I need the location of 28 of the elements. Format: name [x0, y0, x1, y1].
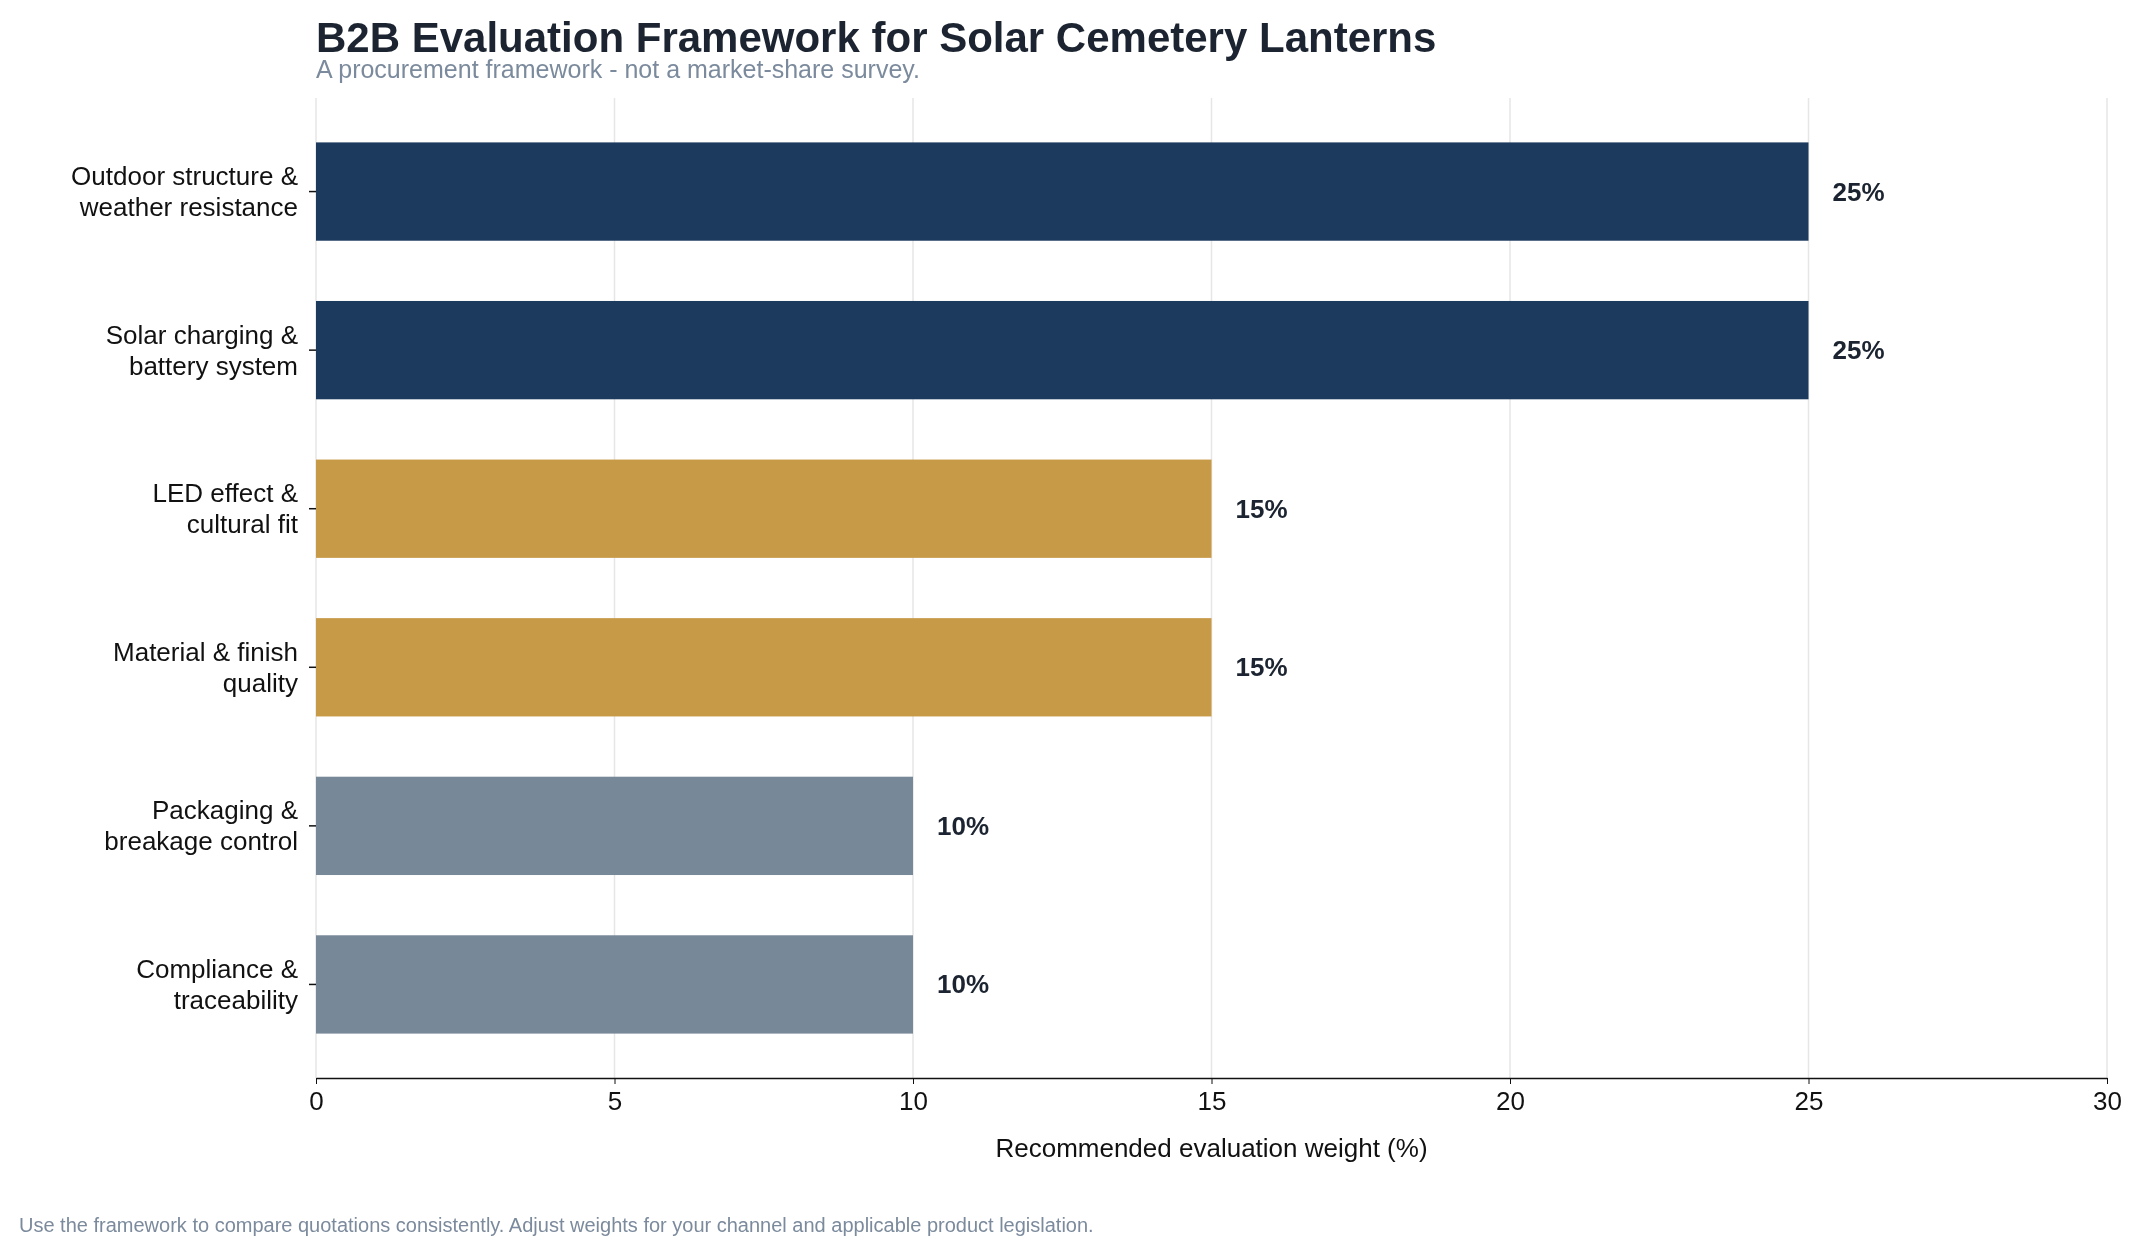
data-label: 10% [937, 810, 990, 841]
x-tick-label: 20 [1496, 1086, 1525, 1117]
y-tick-label: Packaging & breakage control [104, 795, 298, 857]
data-label: 25% [1832, 335, 1885, 366]
x-tick-label: 30 [2093, 1086, 2122, 1117]
y-tick-label: Compliance & traceability [136, 953, 298, 1015]
y-tick-label: Outdoor structure & weather resistance [71, 161, 298, 223]
bar [316, 935, 913, 1034]
bar [316, 142, 1809, 241]
x-axis-title: Recommended evaluation weight (%) [995, 1133, 1428, 1163]
bar [316, 459, 1212, 558]
data-label: 15% [1235, 493, 1288, 524]
chart-subtitle: A procurement framework - not a market-share survey. [316, 55, 920, 83]
y-tick-label: Material & finish quality [113, 636, 298, 698]
x-tick-label: 15 [1197, 1086, 1227, 1117]
data-label: 25% [1832, 176, 1885, 207]
y-tick-label: Solar charging & battery system [105, 319, 298, 381]
x-tick-label: 5 [607, 1086, 623, 1117]
y-tick-label: LED effect & cultural fit [152, 478, 299, 540]
bar [316, 618, 1212, 717]
text: Use the framework to compare quotations consistently. Adjust weights for your channel and applicable product legislation. [19, 1214, 1094, 1236]
x-tick-label: 25 [1794, 1086, 1824, 1117]
x-tick-label: 10 [899, 1086, 928, 1117]
x-tick-label: 0 [309, 1086, 324, 1117]
data-label: 10% [937, 969, 990, 1000]
data-label: 15% [1235, 652, 1288, 683]
bar [316, 776, 913, 876]
bar [316, 300, 1809, 400]
